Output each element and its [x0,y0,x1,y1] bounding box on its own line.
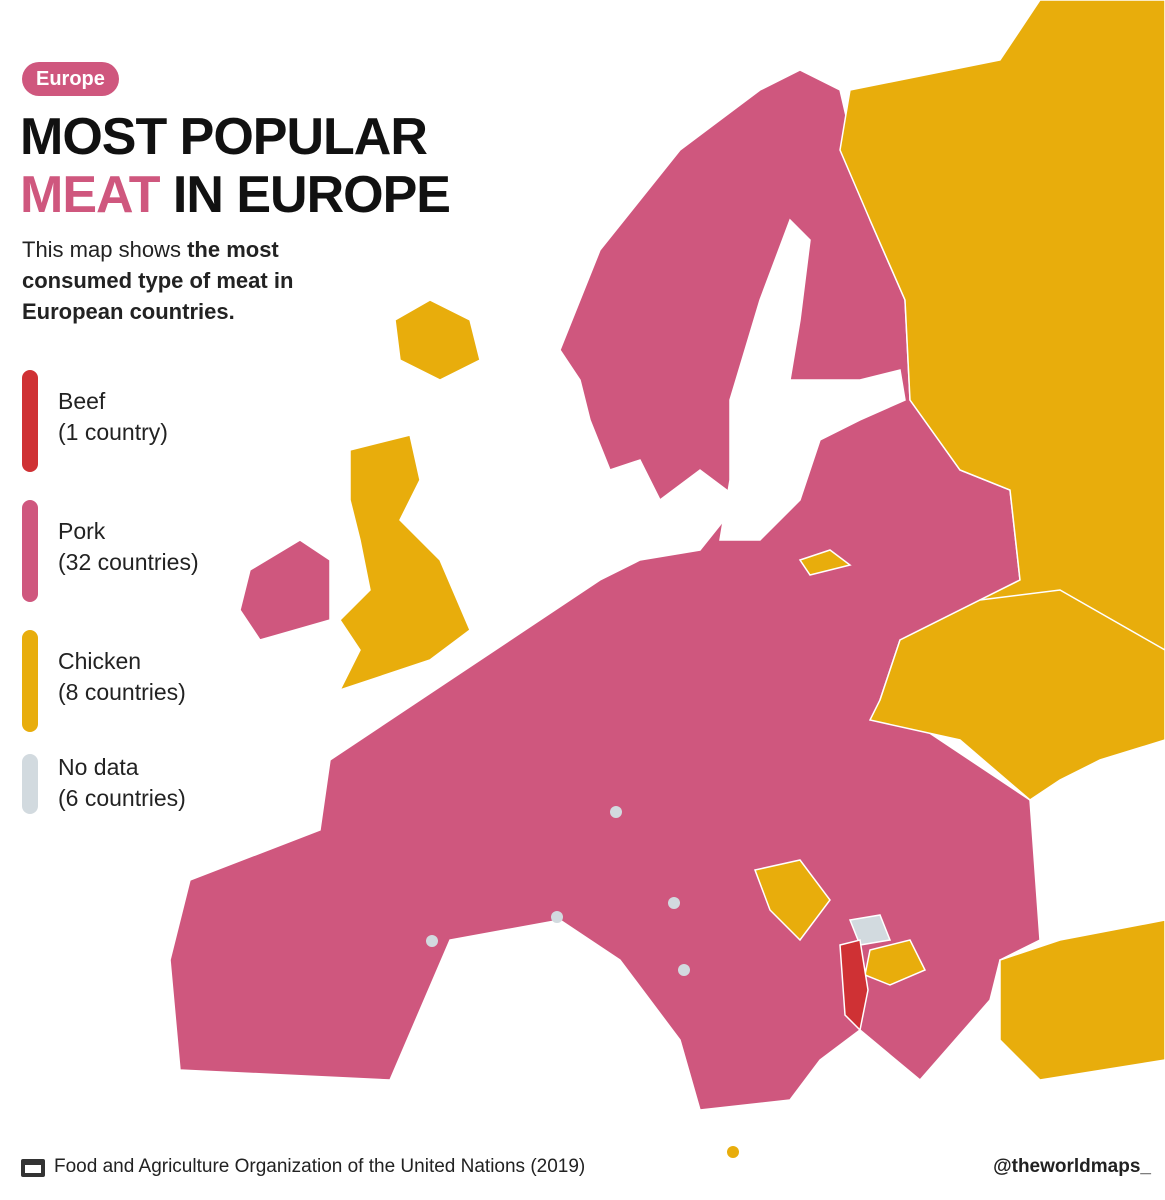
title-rest: IN EUROPE [172,166,451,224]
no-data-dot [668,897,680,909]
kaliningrad [798,549,852,576]
baltic-sea [719,218,906,541]
ireland [239,539,331,641]
subtitle-bold: the most consumed type of meat in Europe… [22,237,294,324]
legend-count: (8 countries) [58,679,186,705]
source-icon [21,1159,45,1177]
north-macedonia [864,939,927,986]
handle: @theworldmaps_ [993,1156,1151,1177]
legend-count: (6 countries) [58,785,186,811]
no-data-dot [727,1146,739,1158]
subtitle-plain: This map shows [22,237,181,262]
legend-label: Beef [58,388,106,414]
legend-label: Chicken [58,648,142,674]
ukraine [868,589,1165,801]
no-data-dot [610,806,622,818]
turkey [999,919,1165,1081]
title-highlight: MEAT [20,166,160,224]
region-badge: Europe [22,62,119,96]
great-britain [338,434,471,692]
source-text: Food and Agriculture Organization of the… [54,1156,586,1178]
legend-swatch [22,754,38,814]
legend-label: Pork [58,518,106,544]
iceland [394,299,481,381]
no-data-dot [551,911,563,923]
title: MOST POPULAR MEAT IN EUROPE [20,108,451,224]
legend-swatch [22,630,38,732]
legend-swatch [22,500,38,602]
source: Food and Agriculture Organization of the… [20,1156,585,1178]
legend-count: (32 countries) [58,549,199,575]
legend-count: (1 country) [58,419,168,445]
no-data-dot [426,935,438,947]
bosnia [753,859,831,942]
legend-swatch [22,370,38,472]
albania [839,939,869,1032]
title-line: MOST POPULAR [20,108,428,166]
legend-label: No data [58,754,139,780]
no-data-dot [678,964,690,976]
title-line: MEAT IN EUROPE [20,166,451,224]
subtitle: This map shows the most consumed type of… [22,234,342,327]
kosovo [848,914,892,946]
